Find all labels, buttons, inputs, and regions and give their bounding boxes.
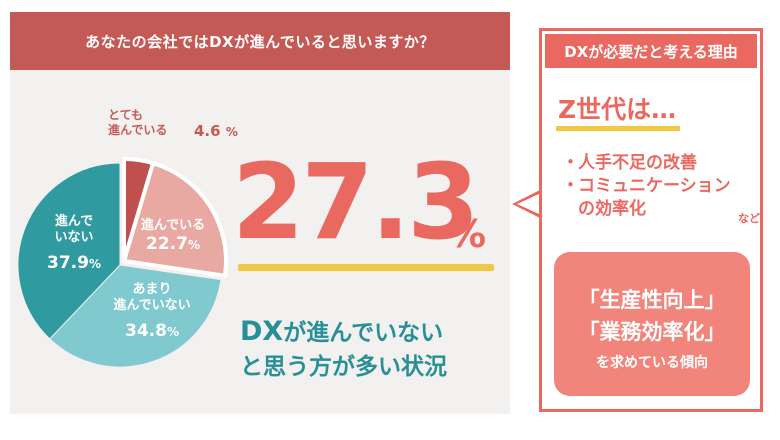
highlight-number: 27.3 bbox=[232, 141, 480, 263]
callout-trend: を求めている傾向 bbox=[596, 355, 708, 371]
pointer-arrow-inner bbox=[517, 194, 539, 214]
conclusion-text: DXが進んでいない と思う方が多い状況 bbox=[240, 316, 447, 381]
reasons-list: ・人手不足の改善 ・コミュニケーション の効率化 bbox=[562, 152, 762, 221]
pie-slice-advanced bbox=[122, 161, 228, 278]
gen-z-heading: Z世代は… bbox=[558, 95, 677, 124]
callout-productivity: 「生産性向上」 bbox=[578, 288, 726, 312]
reasons-title: DXが必要だと考える理由 bbox=[545, 34, 757, 68]
highlight-underline bbox=[238, 264, 494, 271]
pie-slice-not-very-advanced bbox=[49, 264, 222, 368]
etc-label: など bbox=[738, 212, 760, 225]
pie-slice-not-advanced bbox=[17, 162, 121, 340]
slice-label-not-very-advanced: あまり 進んでいない 34.8% bbox=[113, 282, 191, 341]
reason-item: ・コミュニケーション bbox=[562, 175, 731, 196]
reason-item: の効率化 bbox=[578, 198, 646, 219]
slice-label-very-advanced: とても 進んでいる bbox=[108, 108, 168, 137]
highlight-unit: % bbox=[448, 212, 487, 256]
callout-efficiency: 「業務効率化」 bbox=[578, 320, 726, 344]
reason-item: ・人手不足の改善 bbox=[562, 153, 697, 173]
slice-label-not-advanced: 進んで いない 37.9% bbox=[47, 214, 101, 273]
survey-question: あなたの会社ではDXが進んでいると思いますか？ bbox=[10, 12, 510, 70]
callout-box: 「生産性向上」 「業務効率化」 を求めている傾向 bbox=[554, 252, 750, 396]
gen-z-underline bbox=[556, 126, 680, 131]
slice-value-very-advanced: 4.6 % bbox=[194, 122, 238, 140]
slice-label-advanced: 進んでいる 22.7% bbox=[140, 218, 206, 255]
